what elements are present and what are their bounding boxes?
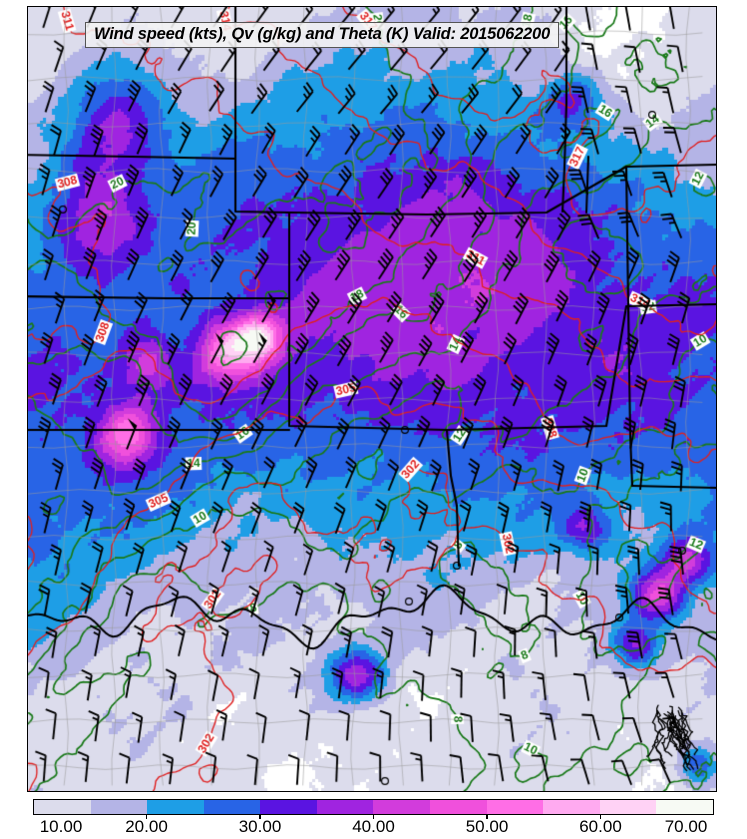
map-panel [27, 6, 717, 792]
colorbar-band-11 [656, 800, 713, 814]
colorbar-label-20: 20.00 [125, 817, 168, 836]
colorbar-band-10 [599, 800, 657, 814]
colorbar-ticks [33, 815, 714, 819]
colorbar-band-1 [90, 800, 148, 814]
colorbar-band-7 [430, 800, 487, 814]
colorbar-label-70: 70.00 [664, 817, 708, 836]
colorbar-tick-4 [486, 815, 488, 819]
colorbar-tick-3 [372, 815, 375, 819]
colorbar-tick-labels: 10.00 20.00 30.00 40.00 50.00 60.00 70.00 [0, 817, 747, 839]
colorbar-band-8 [486, 800, 544, 814]
map-plot-canvas [28, 7, 716, 791]
colorbar-tick-2 [259, 815, 261, 819]
colorbar-band-2 [147, 800, 204, 814]
colorbar-label-50: 50.00 [465, 817, 509, 836]
colorbar-band-0 [34, 800, 91, 814]
chart-title: Wind speed (kts), Qv (g/kg) and Theta (K… [85, 22, 559, 48]
colorbar-band-5 [316, 800, 374, 814]
colorbar-tick-1 [145, 815, 148, 819]
colorbar-tick-5 [599, 815, 602, 819]
colorbar-band-3 [203, 800, 261, 814]
colorbar-label-30: 30.00 [238, 817, 282, 836]
colorbar-band-4 [260, 800, 317, 814]
colorbar-label-60: 60.00 [579, 817, 622, 836]
colorbar-label-10: 10.00 [39, 817, 83, 836]
colorbar-label-40: 40.00 [352, 817, 395, 836]
colorbar [33, 799, 714, 815]
colorbar-band-9 [543, 800, 600, 814]
colorbar-band-6 [373, 800, 431, 814]
